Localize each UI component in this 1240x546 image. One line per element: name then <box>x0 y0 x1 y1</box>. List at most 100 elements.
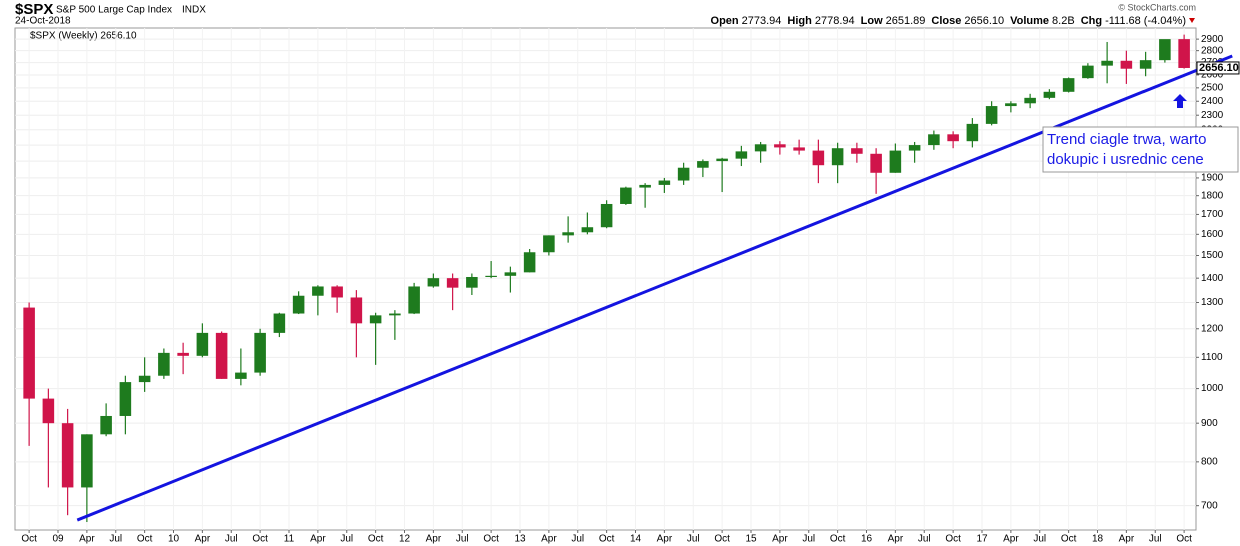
chart-date: 24-Oct-2018 <box>15 16 71 27</box>
candle-body <box>504 272 517 276</box>
candle-body <box>697 161 709 168</box>
stats-line: Open 2773.94 High 2778.94 Low 2651.89 Close 265… <box>711 15 1186 27</box>
candle-body <box>1062 78 1075 92</box>
candle-body <box>1005 103 1017 107</box>
x-tick-label: 15 <box>745 534 757 545</box>
x-tick-label: Jul <box>571 534 584 545</box>
x-tick-label: Jul <box>1033 534 1046 545</box>
candle-body <box>158 352 170 376</box>
candle-body <box>600 203 613 228</box>
candle-body <box>1120 60 1133 69</box>
candle-body <box>620 187 632 204</box>
plot-area <box>14 27 1197 531</box>
y-tick-label: 1900 <box>1201 173 1224 184</box>
x-tick-label: 14 <box>630 534 642 545</box>
candle-body <box>312 286 324 296</box>
y-tick-label: 2600 <box>1201 70 1224 81</box>
candle-body <box>427 278 440 287</box>
y-tick-label: 900 <box>1201 418 1218 429</box>
candle-body <box>177 352 189 356</box>
exchange: INDX <box>182 5 206 16</box>
candle-body <box>716 158 728 162</box>
candle-body <box>889 150 902 173</box>
x-tick-label: Jul <box>340 534 353 545</box>
candle-body <box>138 375 151 383</box>
candle-body <box>446 278 459 288</box>
candle-body <box>870 153 882 173</box>
candle-body <box>1139 60 1152 69</box>
x-tick-label: Jul <box>687 534 700 545</box>
stat-label: Chg <box>1081 15 1102 27</box>
chart-subtitle: S&P 500 Large Cap Index <box>56 5 172 16</box>
x-tick-label: Apr <box>888 534 904 545</box>
x-tick-label: Oct <box>21 534 37 545</box>
x-tick-label: Apr <box>657 534 673 545</box>
annotation-line: Trend ciagle trwa, warto <box>1047 131 1207 148</box>
annotation-box <box>1042 126 1239 173</box>
marks: 7008009001000110012001300140015001600170… <box>15 28 1240 545</box>
candle-body <box>966 123 979 142</box>
y-tick-label: 2500 <box>1201 82 1224 93</box>
x-tick-label: 09 <box>52 534 64 545</box>
candle-body <box>369 315 382 324</box>
y-tick-label: 1200 <box>1201 323 1224 334</box>
x-tick-label: Oct <box>1176 534 1192 545</box>
candle-body <box>1101 60 1113 66</box>
y-tick-label: 1100 <box>1201 352 1223 363</box>
stat-label: Open <box>711 15 739 27</box>
candle-body <box>947 134 959 142</box>
watermark: © StockCharts.com <box>1118 2 1196 12</box>
legend: $SPX (Weekly) 2656.10 <box>30 31 137 42</box>
candle-body <box>23 307 35 399</box>
x-tick-label: 16 <box>861 534 873 545</box>
candle-body <box>1082 65 1094 79</box>
candle-body <box>100 415 112 435</box>
candle-body <box>754 144 767 152</box>
menu-arrow <box>1189 18 1195 23</box>
x-tick-label: Oct <box>1061 534 1077 545</box>
y-tick-label: 1800 <box>1201 190 1224 201</box>
candle-body <box>581 227 594 233</box>
candle-body <box>1159 39 1171 61</box>
arrow-icon <box>1173 94 1187 108</box>
stat-value: 2778.94 <box>815 15 855 27</box>
candle-body <box>485 275 497 277</box>
candle-body <box>389 313 401 316</box>
x-tick-label: Apr <box>772 534 788 545</box>
candle-body <box>1043 91 1056 98</box>
candle-body <box>928 134 940 146</box>
x-tick-label: Oct <box>368 534 384 545</box>
candle-body <box>543 235 555 253</box>
trendline <box>76 54 1233 522</box>
x-tick-label: 13 <box>514 534 526 545</box>
candle-body <box>273 313 286 333</box>
y-tick-label: 1700 <box>1201 209 1224 220</box>
candle-body <box>812 150 825 166</box>
candle-body <box>119 382 132 416</box>
candle-body <box>774 144 786 148</box>
stat-label: Low <box>861 15 883 27</box>
candle-body <box>292 295 305 314</box>
x-tick-label: Apr <box>195 534 211 545</box>
price-tag-box <box>1196 61 1240 75</box>
candle-body <box>81 434 93 488</box>
candle-body <box>793 147 805 151</box>
y-tick-label: 1300 <box>1201 297 1224 308</box>
x-tick-label: Jul <box>1149 534 1162 545</box>
x-tick-label: Apr <box>79 534 95 545</box>
candle-body <box>639 184 651 188</box>
stat-value: 8.2B <box>1052 15 1075 27</box>
x-tick-label: Oct <box>483 534 499 545</box>
stat-value: 2656.10 <box>964 15 1004 27</box>
x-tick-label: Oct <box>714 534 730 545</box>
stat-label: Close <box>931 15 961 27</box>
candle-body <box>196 332 209 356</box>
y-tick-label: 1600 <box>1201 229 1224 240</box>
x-tick-label: Jul <box>109 534 122 545</box>
y-tick-label: 1400 <box>1201 273 1224 284</box>
candle-body <box>1024 97 1036 104</box>
x-tick-label: Jul <box>225 534 238 545</box>
price-tag: 2656.10 <box>1199 62 1239 74</box>
x-tick-label: 17 <box>976 534 988 545</box>
x-tick-label: Jul <box>918 534 931 545</box>
